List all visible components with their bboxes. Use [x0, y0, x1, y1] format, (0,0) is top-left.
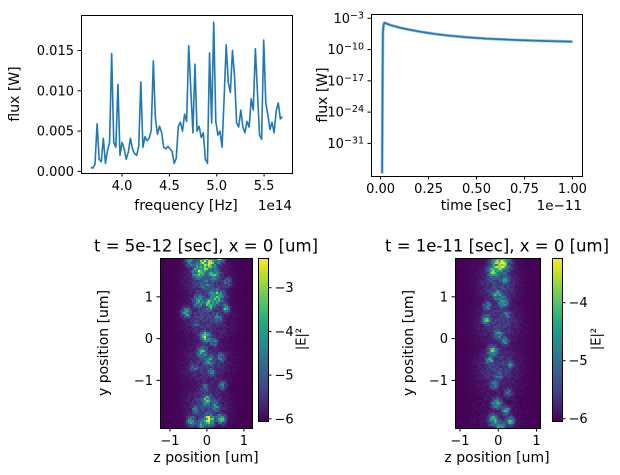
tick-label: −1	[450, 434, 469, 449]
flux-spectrum-axes-frame	[81, 15, 293, 174]
tick-label: 0.75	[510, 182, 539, 197]
heatmap-left-title: t = 5e-12 [sec], x = 0 [um]	[93, 236, 319, 256]
heatmap-image-t1e-11	[455, 258, 540, 428]
colorbar-tick-label: −5	[569, 354, 588, 369]
tick-label: 10−24	[327, 104, 364, 121]
tick-label: 10−17	[327, 73, 364, 90]
tick-label: −1	[429, 374, 448, 389]
flux-decay-line	[381, 21, 573, 174]
tick-label: 0.000	[37, 165, 74, 180]
tick-label: 1	[145, 290, 153, 305]
colorbar-tick-label: −4	[569, 296, 588, 311]
flux-decay-line-halo	[380, 21, 573, 174]
flux-spectrum-line	[90, 21, 284, 169]
tick-label: 5.0	[206, 179, 227, 194]
ypos-yaxis-label-right: y position [um]	[401, 289, 417, 397]
field-snapshot-t1e-11-axes-frame	[455, 258, 541, 429]
tick-label: 0.50	[462, 182, 491, 197]
colorbar-label-left: |E|²	[294, 327, 310, 351]
colorbar-label-right: |E|²	[589, 327, 605, 351]
heatmap-right-title: t = 1e-11 [sec], x = 0 [um]	[384, 236, 610, 256]
field-snapshot-t5e-12-axes-frame	[160, 258, 253, 429]
colorbar-frame	[258, 258, 269, 422]
flux-yaxis-label-left: flux [W]	[7, 66, 23, 122]
colorbar-tick-label: −4	[275, 325, 294, 340]
ypos-yaxis-label-left: y position [um]	[96, 289, 112, 397]
tick-label: 0.015	[37, 44, 74, 59]
freq-offset-text: 1e14	[257, 198, 292, 214]
tick-label: 0.005	[37, 125, 74, 140]
colorbar-tick-label: −3	[275, 281, 294, 296]
tick-label: 10−3	[333, 10, 364, 27]
tick-label: 5.5	[254, 179, 275, 194]
tick-label: 0.010	[37, 84, 74, 99]
tick-label: 0	[440, 332, 448, 347]
tick-label: 0	[145, 332, 153, 347]
colorbar-gradient	[258, 258, 268, 421]
tick-label: 4.5	[159, 179, 180, 194]
time-xaxis-label: time [sec]	[440, 198, 512, 214]
tick-label: 1	[532, 434, 540, 449]
heatmap-image-t5e-12	[160, 258, 252, 428]
tick-label: 10−10	[327, 42, 364, 59]
flux-yaxis-label-right: flux [W]	[315, 67, 331, 123]
time-offset-text: 1e−11	[536, 198, 582, 214]
colorbar-gradient	[552, 258, 562, 421]
tick-label: 0	[203, 434, 211, 449]
tick-label: 1	[240, 434, 248, 449]
tick-label: −1	[160, 434, 179, 449]
freq-xaxis-label: frequency [Hz]	[134, 198, 238, 214]
tick-label: 0.25	[414, 182, 443, 197]
colorbar-frame	[552, 258, 563, 422]
colorbar-tick-label: −5	[275, 369, 294, 384]
colorbar-tick-label: −6	[569, 412, 588, 427]
tick-label: −1	[134, 374, 153, 389]
tick-label: 0.00	[366, 182, 395, 197]
tick-label: 1.00	[558, 182, 587, 197]
tick-label: 10−31	[327, 135, 364, 152]
flux-decay-axes-frame	[371, 14, 583, 177]
zpos-xaxis-label-left: z position [um]	[153, 450, 259, 466]
tick-label: 4.0	[112, 179, 133, 194]
zpos-xaxis-label-right: z position [um]	[444, 450, 550, 466]
tick-label: 0	[494, 434, 502, 449]
tick-label: 1	[440, 290, 448, 305]
colorbar-tick-label: −6	[275, 412, 294, 427]
